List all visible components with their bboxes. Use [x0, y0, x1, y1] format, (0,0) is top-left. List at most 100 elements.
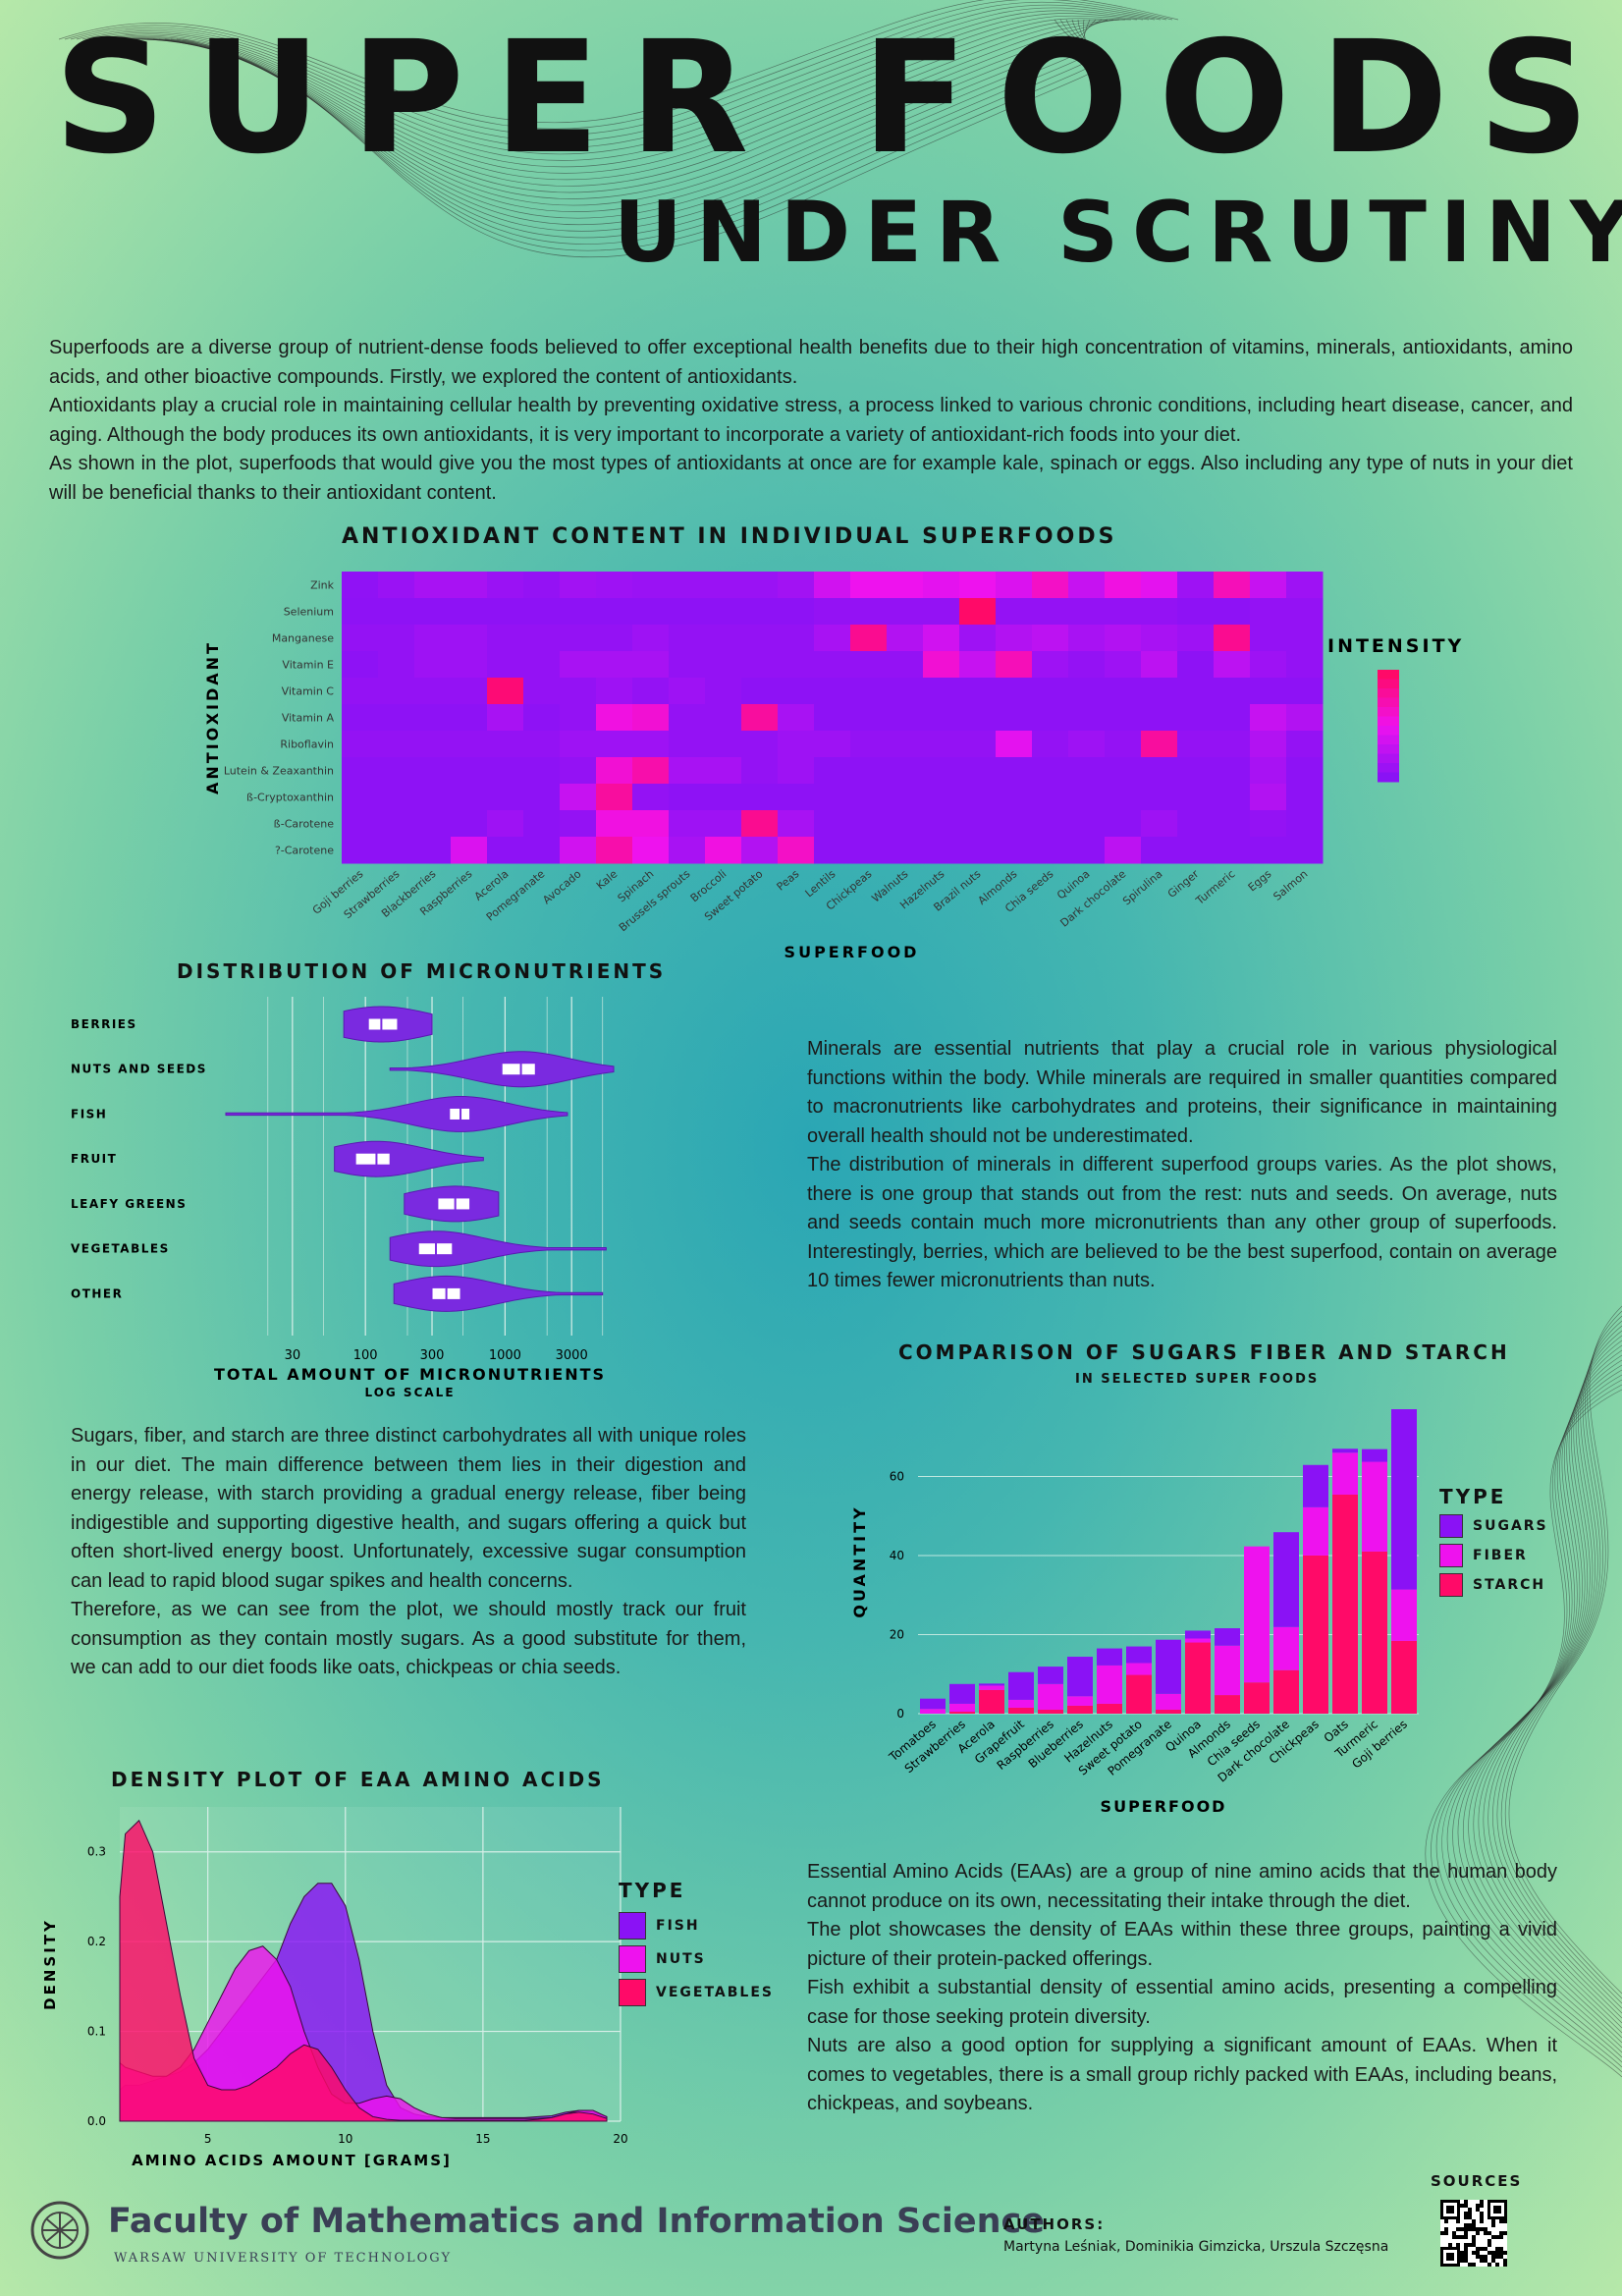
qr-module — [1499, 2247, 1503, 2251]
bar-segment — [1273, 1532, 1299, 1627]
violin-title: DISTRIBUTION OF MICRONUTRIENTS — [177, 959, 667, 983]
heatmap-colorbar-step — [1378, 753, 1399, 764]
heatmap-cell — [814, 837, 851, 864]
density-title: DENSITY PLOT OF EAA AMINO ACIDS — [111, 1768, 605, 1791]
qr-module — [1480, 2200, 1484, 2204]
bar-segment — [1362, 1449, 1387, 1462]
qr-module — [1480, 2255, 1484, 2259]
heatmap-cell — [414, 837, 452, 864]
heatmap-cell — [1141, 731, 1178, 758]
qr-module — [1491, 2251, 1495, 2255]
qr-module — [1444, 2227, 1448, 2231]
wave-line — [1431, 1384, 1622, 2073]
bar-segment — [1067, 1705, 1093, 1714]
bar-segment — [1126, 1663, 1152, 1675]
sources-qr-code[interactable] — [1440, 2200, 1507, 2267]
heatmap-cell — [1141, 757, 1178, 785]
wave-line — [99, 15, 1138, 168]
bar-segment — [1215, 1645, 1240, 1696]
heatmap-cell — [669, 598, 706, 626]
heatmap-cell — [850, 784, 888, 811]
qr-module — [1456, 2235, 1460, 2239]
qr-module — [1484, 2231, 1487, 2235]
heatmap-cell — [523, 572, 561, 599]
qr-module — [1444, 2219, 1448, 2223]
heatmap-cell — [1032, 572, 1069, 599]
heatmap-cell — [1032, 678, 1069, 705]
heatmap-cell — [596, 757, 633, 785]
heatmap-cell — [632, 757, 670, 785]
qr-module — [1472, 2263, 1476, 2267]
heatmap-cell — [1214, 572, 1251, 599]
heatmap-cell — [487, 837, 524, 864]
heatmap-cell — [887, 731, 924, 758]
heatmap-cell — [923, 731, 960, 758]
heatmap-cell — [1286, 757, 1324, 785]
sugars-paragraph: Sugars, fiber, and starch are three dist… — [71, 1425, 746, 1592]
eaa-paragraph: Fish exhibit a substantial density of es… — [807, 1977, 1557, 2028]
heatmap-cell — [705, 784, 742, 811]
heatmap-cell — [923, 572, 960, 599]
heatmap-cell — [959, 598, 997, 626]
heatmap-cell — [996, 598, 1033, 626]
heatmap-cell — [560, 678, 597, 705]
heatmap-cell — [669, 784, 706, 811]
heatmap-cell — [1068, 651, 1106, 679]
heatmap-cell — [741, 731, 779, 758]
heatmap-cell — [778, 704, 815, 732]
heatmap-cell — [523, 651, 561, 679]
bar-legend-title: TYPE — [1439, 1485, 1507, 1508]
bar-segment — [979, 1683, 1004, 1686]
heatmap-cell — [959, 784, 997, 811]
heatmap-cell — [523, 784, 561, 811]
heatmap-cell — [451, 704, 488, 732]
qr-module — [1472, 2223, 1476, 2227]
sugars-paragraph: Therefore, as we can see from the plot, … — [71, 1599, 746, 1678]
heatmap-cell — [887, 598, 924, 626]
heatmap-cell — [705, 837, 742, 864]
qr-module — [1464, 2215, 1468, 2219]
heatmap-cell — [1105, 572, 1142, 599]
heatmap-cell — [923, 704, 960, 732]
heatmap-cell — [705, 678, 742, 705]
heatmap-cell — [850, 678, 888, 705]
sources-label: SOURCES — [1431, 2172, 1523, 2190]
wave-line — [1508, 1305, 1622, 1995]
legend-swatch — [619, 1945, 646, 1973]
legend-item: FISH — [619, 1912, 774, 1940]
heatmap-cell — [378, 678, 415, 705]
heatmap-cell — [1177, 598, 1215, 626]
violin-shape — [334, 1140, 484, 1177]
qr-module — [1464, 2231, 1468, 2235]
bar-segment — [1303, 1555, 1328, 1714]
heatmap-cell — [451, 678, 488, 705]
bar-segment — [1215, 1628, 1240, 1646]
heatmap-cell — [814, 704, 851, 732]
heatmap-legend-title: INTENSITY — [1327, 635, 1464, 657]
heatmap-cell — [414, 598, 452, 626]
legend-label: STARCH — [1473, 1577, 1546, 1593]
heatmap-cell — [996, 731, 1033, 758]
heatmap-cell — [923, 784, 960, 811]
heatmap-cell — [1032, 651, 1069, 679]
heatmap-cell — [1105, 598, 1142, 626]
heatmap-cell — [814, 810, 851, 838]
heatmap-cell — [1286, 598, 1324, 626]
bar-y-label: QUANTITY — [850, 1504, 869, 1617]
heatmap-cell — [378, 810, 415, 838]
heatmap-cell — [451, 598, 488, 626]
wave-line — [158, 19, 1089, 232]
heatmap-cell — [596, 784, 633, 811]
heatmap-cell — [778, 810, 815, 838]
wave-line — [146, 19, 1091, 219]
bar-segment — [1362, 1551, 1387, 1714]
heatmap-cell — [996, 757, 1033, 785]
bar-segment — [1332, 1449, 1358, 1453]
heatmap-cell — [414, 704, 452, 732]
heatmap-cell — [887, 704, 924, 732]
legend-item: VEGETABLES — [619, 1979, 774, 2006]
minerals-paragraph: Minerals are essential nutrients that pl… — [807, 1038, 1557, 1147]
violin-category-label: OTHER — [71, 1286, 123, 1300]
density-y-tick: 0.2 — [87, 1935, 106, 1948]
heatmap-colorbar-step — [1378, 763, 1399, 773]
